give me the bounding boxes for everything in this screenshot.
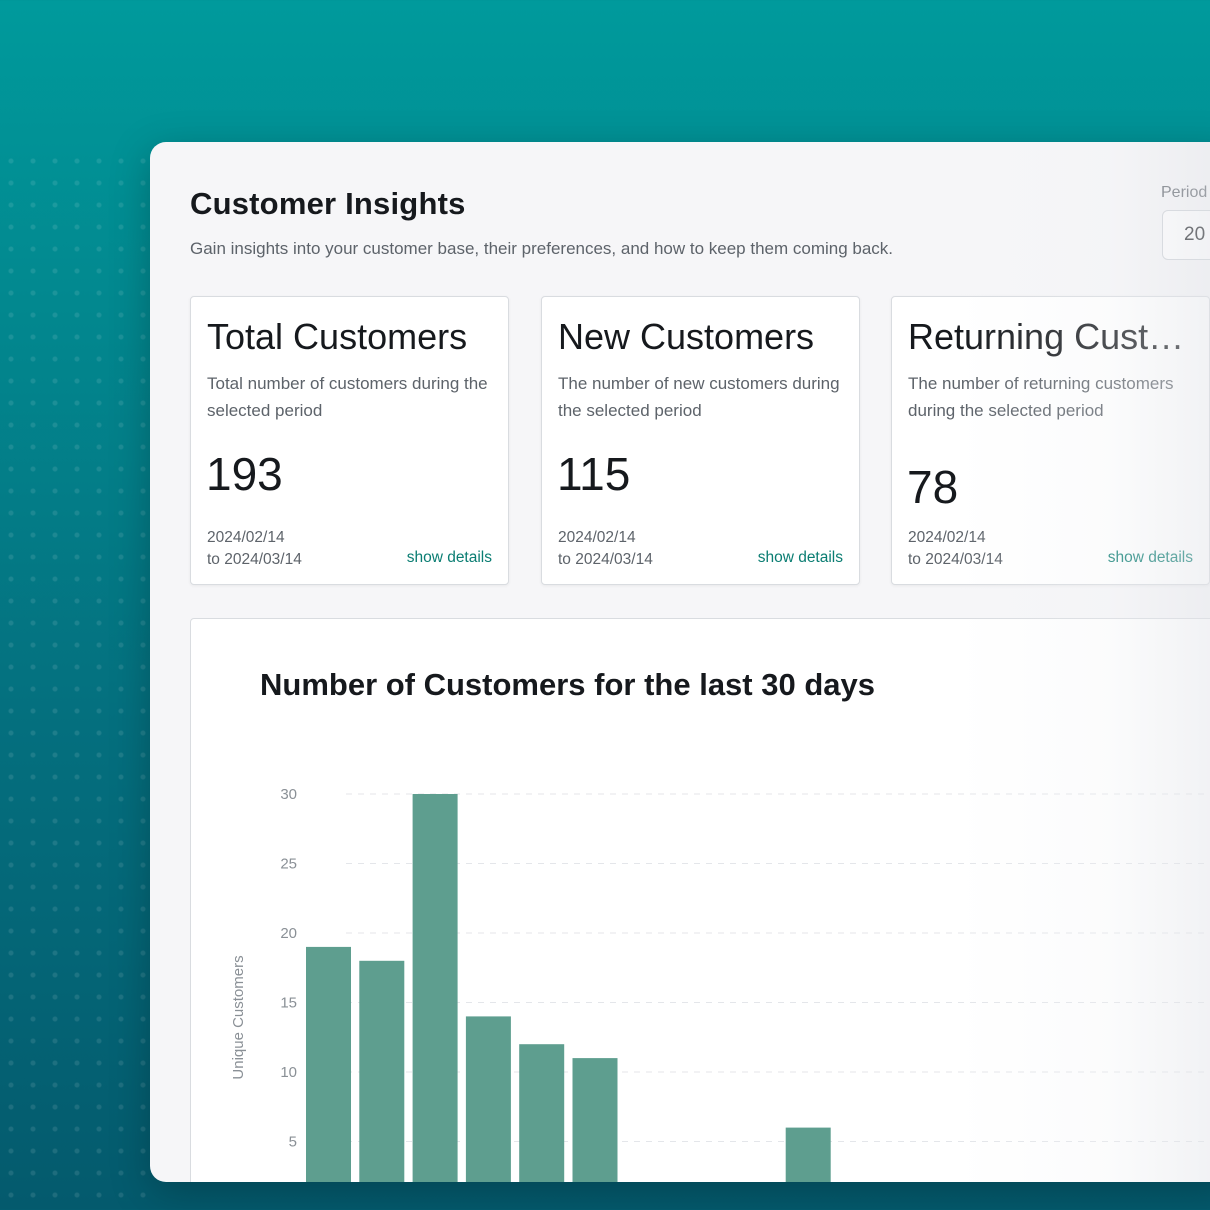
card-title: Total Customers (207, 316, 468, 357)
y-tick-label: 5 (289, 1134, 297, 1151)
card-title: Returning Customers (908, 316, 1198, 357)
range-start: 2024/02/14 (207, 529, 285, 546)
chart-bar[interactable] (306, 946, 351, 1182)
y-tick-label: 30 (280, 786, 297, 803)
show-details-link[interactable]: show details (406, 549, 492, 566)
customers-chart-card: Number of Customers for the last 30 days… (190, 618, 1210, 1182)
returning-customers-card: Returning Customers The number of return… (891, 296, 1210, 585)
chart-bar[interactable] (785, 1127, 831, 1182)
period-label: Period (1161, 184, 1208, 201)
y-tick-label: 25 (280, 856, 297, 873)
range-end: to 2024/03/14 (558, 551, 653, 568)
page-title: Customer Insights (190, 186, 466, 221)
page-subtitle: Gain insights into your customer base, t… (190, 239, 894, 258)
y-tick-label: 10 (280, 1064, 297, 1081)
chart-bar[interactable] (465, 1016, 511, 1182)
card-date-range: 2024/02/14 to 2024/03/14 (908, 527, 1003, 571)
y-tick-label: 20 (280, 925, 297, 942)
range-end: to 2024/03/14 (207, 551, 302, 568)
range-end: to 2024/03/14 (908, 551, 1003, 568)
card-date-range: 2024/02/14 to 2024/03/14 (558, 527, 653, 571)
total-customers-card: Total Customers Total number of customer… (190, 296, 509, 585)
card-description: The number of returning customers during… (908, 374, 1174, 420)
chart-bar[interactable] (359, 960, 405, 1182)
y-tick-label: 15 (280, 995, 297, 1012)
show-details-link[interactable]: show details (1107, 549, 1193, 566)
card-value: 193 (206, 448, 283, 500)
chart-bar[interactable] (519, 1044, 565, 1182)
period-select[interactable]: 20 (1162, 210, 1210, 260)
customers-bar-chart: 051015202530Unique Customers (230, 786, 1210, 1182)
show-details-link[interactable]: show details (757, 549, 843, 566)
card-title: New Customers (558, 316, 815, 357)
range-start: 2024/02/14 (908, 529, 986, 546)
insights-panel: Customer Insights Gain insights into you… (150, 142, 1210, 1182)
card-description: Total number of customers during the sel… (207, 374, 488, 420)
card-description: The number of new customers during the s… (558, 374, 840, 420)
new-customers-card: New Customers The number of new customer… (541, 296, 860, 585)
chart-bar[interactable] (412, 794, 458, 1182)
card-value: 115 (557, 448, 631, 500)
y-axis-label: Unique Customers (230, 955, 247, 1079)
card-value: 78 (907, 461, 959, 513)
card-date-range: 2024/02/14 to 2024/03/14 (207, 527, 302, 571)
range-start: 2024/02/14 (558, 529, 636, 546)
background-dot-pattern (0, 150, 150, 1210)
chart-bar[interactable] (572, 1058, 618, 1182)
